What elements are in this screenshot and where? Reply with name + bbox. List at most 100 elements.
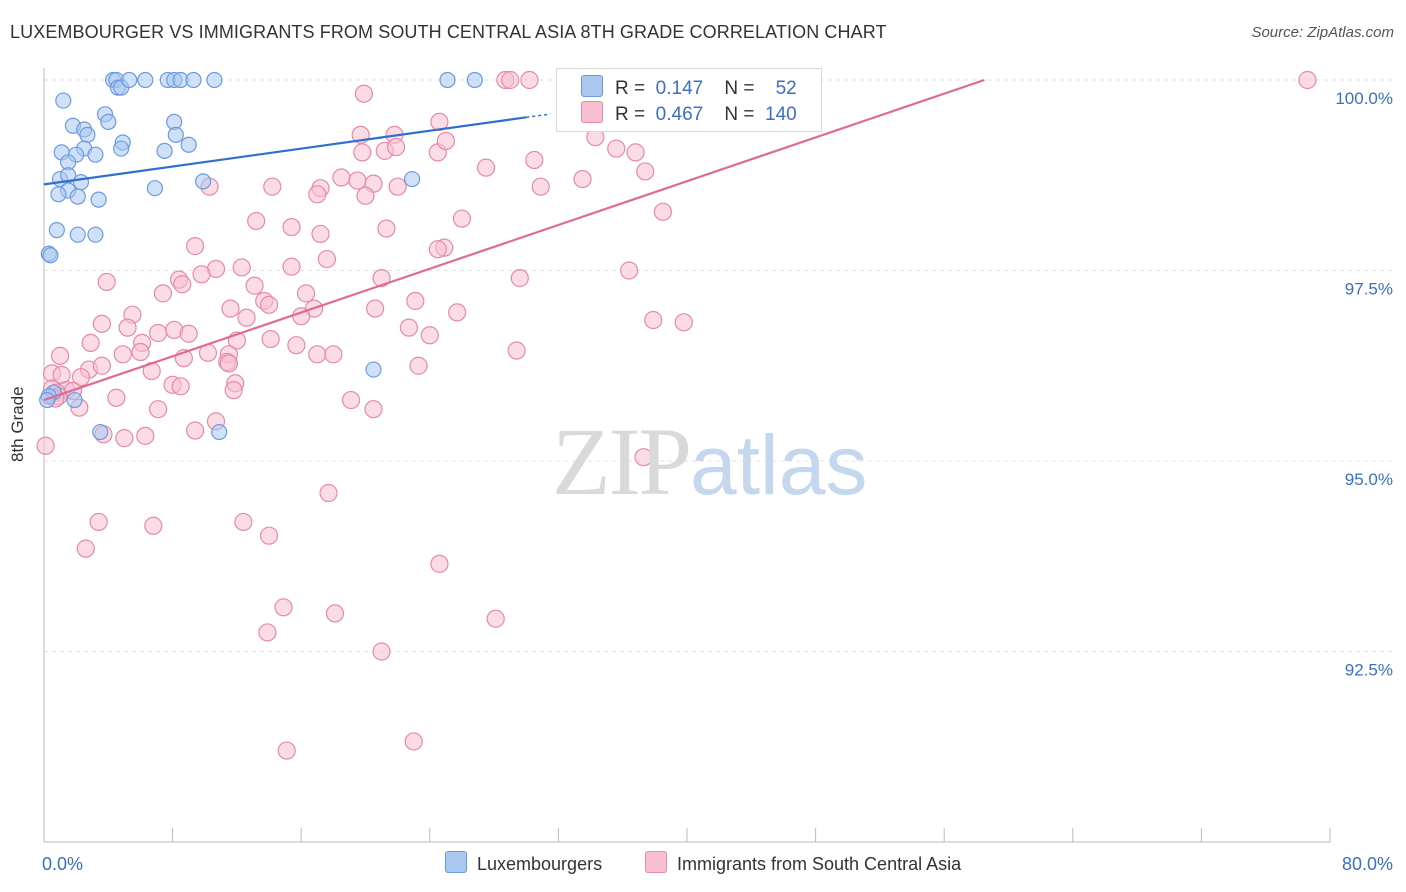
watermark-atlas: atlas: [690, 418, 868, 512]
legend-label: Immigrants from South Central Asia: [677, 854, 962, 874]
point-immigrants: [92, 356, 111, 375]
stats-legend: R = 0.147 N = 52 R = 0.467 N = 140: [556, 68, 822, 132]
point-luxembourgers: [72, 174, 90, 191]
watermark-zip: ZIP: [552, 408, 692, 515]
point-immigrants: [399, 318, 419, 337]
point-luxembourgers: [42, 247, 59, 264]
legend-row-immigrants: R = 0.467 N = 140: [581, 101, 797, 127]
point-immigrants: [372, 269, 391, 288]
point-immigrants: [179, 324, 198, 343]
r-value: 0.467: [655, 104, 704, 125]
legend-item-immigrants: Immigrants from South Central Asia: [645, 851, 961, 875]
point-immigrants: [81, 333, 100, 352]
legend-row-luxembourgers: R = 0.147 N = 52: [581, 75, 797, 101]
point-immigrants: [356, 186, 375, 205]
point-luxembourgers: [206, 71, 223, 89]
x-tick-label-min: 0.0%: [42, 854, 83, 874]
point-immigrants: [115, 429, 134, 448]
blue-swatch: [445, 851, 467, 873]
point-luxembourgers: [66, 391, 83, 409]
point-immigrants: [149, 323, 168, 343]
point-immigrants: [296, 284, 316, 303]
point-immigrants: [409, 356, 428, 375]
y-tick-label: 100.0%: [1335, 89, 1393, 108]
point-immigrants: [674, 313, 693, 332]
point-luxembourgers: [100, 113, 117, 131]
point-luxembourgers: [121, 71, 138, 89]
point-immigrants: [149, 400, 168, 419]
point-luxembourgers: [466, 71, 483, 89]
point-immigrants: [404, 732, 423, 751]
point-luxembourgers: [185, 71, 202, 89]
point-immigrants: [332, 168, 351, 187]
point-immigrants: [97, 272, 116, 292]
point-immigrants: [113, 345, 132, 364]
point-immigrants: [428, 240, 447, 259]
point-immigrants: [366, 299, 385, 318]
point-immigrants: [221, 299, 240, 318]
point-luxembourgers: [69, 188, 86, 205]
y-tick-label: 92.5%: [1345, 661, 1393, 680]
point-immigrants: [501, 70, 520, 90]
point-immigrants: [386, 137, 406, 157]
n-value: 140: [765, 104, 797, 125]
point-immigrants: [131, 342, 150, 362]
point-immigrants: [173, 275, 192, 294]
point-immigrants: [186, 421, 205, 440]
point-immigrants: [263, 177, 282, 196]
point-immigrants: [282, 217, 301, 237]
point-immigrants: [353, 143, 372, 162]
point-immigrants: [573, 169, 592, 189]
point-immigrants: [232, 258, 251, 277]
y-tick-label: 95.0%: [1345, 470, 1393, 489]
point-immigrants: [224, 381, 243, 400]
point-immigrants: [277, 741, 296, 760]
point-immigrants: [436, 131, 455, 151]
point-immigrants: [258, 623, 277, 642]
pink-swatch: [581, 101, 603, 123]
point-luxembourgers: [113, 140, 130, 157]
point-immigrants: [76, 539, 95, 558]
point-luxembourgers: [167, 126, 184, 143]
point-luxembourgers: [195, 173, 212, 190]
point-immigrants: [50, 346, 70, 365]
point-immigrants: [171, 377, 190, 396]
point-immigrants: [219, 354, 238, 373]
point-immigrants: [261, 329, 280, 349]
trend-line-immigrants: [43, 78, 985, 402]
point-immigrants: [89, 512, 108, 532]
point-immigrants: [259, 526, 279, 545]
point-luxembourgers: [365, 361, 382, 378]
point-immigrants: [354, 84, 373, 103]
axes: [43, 68, 1331, 843]
point-immigrants: [636, 162, 655, 181]
point-luxembourgers: [404, 170, 421, 188]
point-immigrants: [525, 150, 544, 170]
point-immigrants: [118, 318, 137, 337]
point-immigrants: [644, 310, 663, 330]
point-immigrants: [245, 276, 264, 295]
point-immigrants: [282, 257, 301, 276]
point-immigrants: [308, 185, 327, 204]
point-immigrants: [237, 308, 256, 327]
point-immigrants: [406, 291, 425, 311]
point-immigrants: [452, 209, 472, 228]
point-immigrants: [486, 609, 505, 628]
trend-line-luxembourgers: [43, 116, 527, 186]
point-immigrants: [325, 604, 345, 623]
point-luxembourgers: [439, 71, 456, 89]
point-immigrants: [348, 171, 367, 190]
point-immigrants: [92, 314, 111, 333]
point-luxembourgers: [92, 423, 109, 441]
point-luxembourgers: [79, 126, 96, 143]
point-immigrants: [192, 265, 211, 284]
trend-line-luxembourgers-dashed: [526, 113, 551, 119]
point-luxembourgers: [180, 136, 197, 153]
point-immigrants: [71, 368, 91, 387]
point-luxembourgers: [156, 142, 173, 159]
point-immigrants: [507, 341, 526, 360]
r-value: 0.147: [655, 78, 704, 99]
point-immigrants: [153, 284, 173, 303]
series-luxembourgers-points: [39, 71, 483, 441]
point-immigrants: [476, 158, 496, 177]
